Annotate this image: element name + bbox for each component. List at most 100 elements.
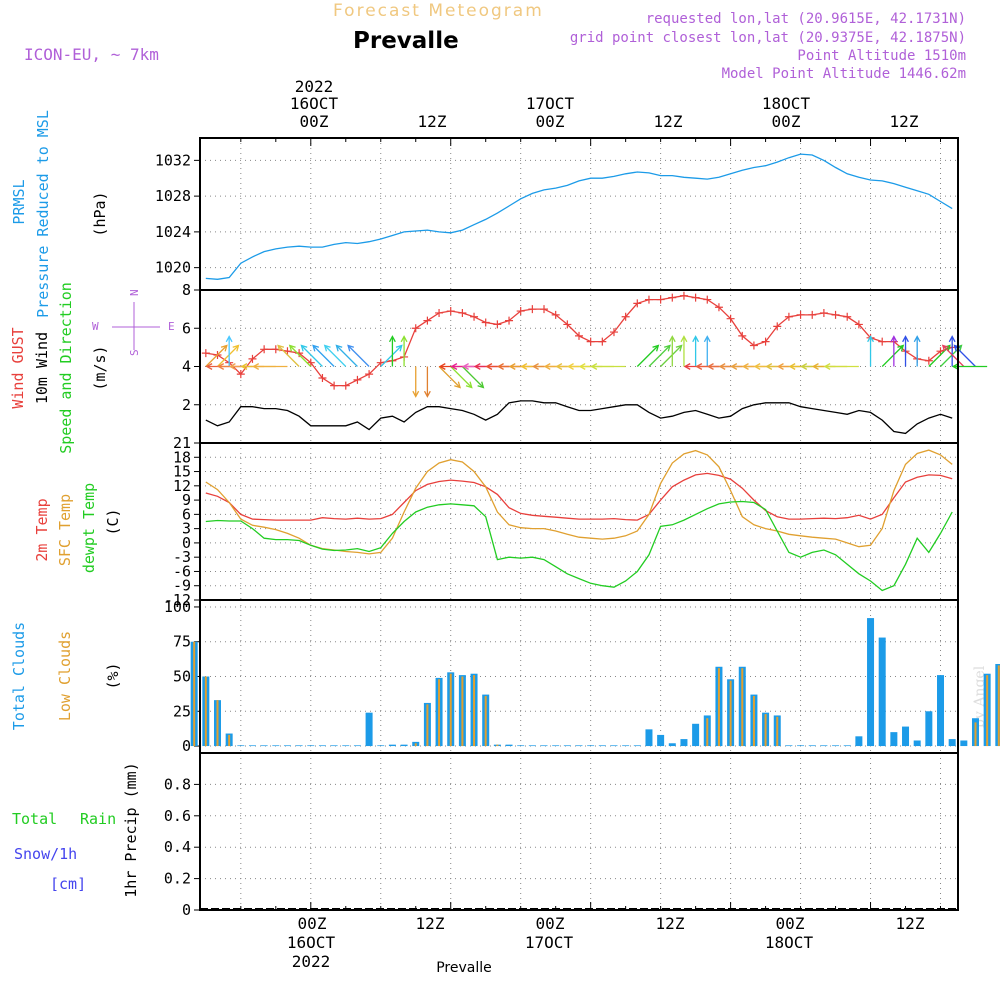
total-cloud-bar [808, 745, 816, 747]
wind-arrow-head [566, 363, 574, 370]
wind-arrow-head [695, 363, 703, 370]
wind-arrow-head [225, 335, 233, 343]
station-title: Prevalle [353, 28, 459, 54]
wind-arrow-head [323, 344, 331, 352]
wind-arrow [335, 345, 358, 367]
wind-arrow-head [664, 344, 671, 352]
gust-label: Wind GUST [9, 327, 27, 408]
gust-marker [819, 308, 828, 317]
wind-arrow [461, 366, 484, 388]
compass-n: N [128, 289, 141, 296]
wind-arrow-head [652, 344, 660, 352]
wind-arrow-head [800, 363, 808, 370]
precip-snow-label: Snow/1h [14, 845, 77, 863]
wind-arrow [648, 345, 671, 367]
wind-arrow-head [473, 363, 481, 370]
tsfc-label: SFC Temp [56, 494, 74, 566]
total-cloud-bar [890, 732, 898, 747]
wind-arrow [881, 345, 904, 367]
precip-ytick-label: 0.2 [164, 870, 191, 888]
pressure-ytick-label: 1028 [155, 187, 191, 205]
wind-arrow-head [347, 344, 355, 352]
low-cloud-bar [974, 722, 977, 747]
pressure-ytick-label: 1024 [155, 223, 191, 241]
gust-marker [318, 373, 327, 382]
prmsl-desc-label: Pressure Reduced to MSL [34, 110, 52, 318]
total-cloud-bar [237, 745, 245, 747]
wind-arrow-head [438, 363, 446, 370]
low-cloud-bar [438, 679, 441, 747]
gridpoint-coords: grid point closest lon,lat (20.9375E, 42… [570, 30, 966, 46]
temperature-frame [199, 442, 959, 601]
gust-marker [411, 324, 420, 333]
total-cloud-bar [307, 745, 315, 747]
wind-arrow-head [400, 335, 408, 343]
top-time-label-5: 00Z [772, 112, 801, 131]
model-altitude: Model Point Altitude 1446.62m [722, 66, 966, 82]
top-time-label-1: 00Z [300, 112, 329, 131]
temperature-ytick-label: -9 [173, 577, 191, 595]
gust-marker [878, 337, 887, 346]
total-cloud-bar [960, 740, 968, 747]
temperature-ytick-label: -3 [173, 548, 191, 566]
wind-arrow-head [454, 381, 462, 389]
wind-arrow-head [477, 381, 485, 389]
precip-total-label: Total [12, 810, 57, 828]
total-cloud-bar [878, 637, 886, 747]
wind-arrow-head [531, 363, 539, 370]
temp-unit-label: (C) [104, 508, 122, 535]
gust-marker [726, 314, 735, 323]
gust-marker [703, 295, 712, 304]
bottom-time-label-1: 00Z [298, 914, 327, 933]
total-cloud-bar [832, 745, 840, 747]
total-cloud-bar [855, 736, 863, 747]
total-cloud-bar [400, 744, 408, 747]
prmsl-label: PRMSL [10, 179, 28, 224]
wind-arrow [660, 345, 683, 367]
total-cloud-bar [622, 745, 630, 747]
low-cloud-bar [484, 695, 487, 747]
total-cloud-bar [680, 739, 688, 747]
prmsl-line [205, 153, 953, 280]
gust-marker [586, 337, 595, 346]
gust-marker [831, 310, 840, 319]
gust-marker [808, 310, 817, 319]
gust-marker [283, 347, 292, 356]
wind-arrow-head [205, 363, 213, 370]
total-cloud-bar [867, 618, 875, 747]
gust-marker [621, 312, 630, 321]
gust-marker [481, 318, 490, 327]
pressure-ytick-label: 1032 [155, 151, 191, 169]
total-cloud-bar [260, 745, 268, 747]
low-cloud-bar [986, 675, 989, 747]
wind-arrow-head [680, 335, 688, 343]
2m-temp-line [205, 472, 953, 521]
bottom-date-label-3: 18OCT [765, 933, 814, 952]
total-cloud-bar [797, 745, 805, 747]
total-cloud-bar [505, 744, 513, 747]
wind-ytick-label: 2 [182, 396, 191, 414]
wind-arrow-head [913, 335, 921, 343]
gust-marker [924, 356, 933, 365]
temperature-ytick-label: 15 [173, 463, 191, 481]
wind-arrow-head [730, 363, 738, 370]
temperature-ytick-label: 3 [182, 520, 191, 538]
gust-marker [749, 341, 758, 350]
wind-arrow-head [335, 344, 343, 352]
bottom-year-label: 2022 [292, 952, 331, 971]
total-cloud-bar [388, 744, 396, 747]
total-cloud-bar [785, 745, 793, 747]
gust-marker [260, 345, 269, 354]
point-altitude: Point Altitude 1510m [797, 48, 966, 64]
wind-arrow-head [288, 344, 296, 352]
wind-arrow-head [496, 363, 504, 370]
gust-marker [516, 307, 525, 316]
gust-marker [668, 293, 677, 302]
total-cloud-bar [283, 745, 291, 747]
total-cloud-bar [645, 729, 653, 747]
gust-marker [365, 370, 374, 379]
wind-arrow [942, 345, 965, 367]
gust-marker [470, 312, 479, 321]
wind-arrow-head [897, 344, 905, 352]
gust-marker [633, 299, 642, 308]
